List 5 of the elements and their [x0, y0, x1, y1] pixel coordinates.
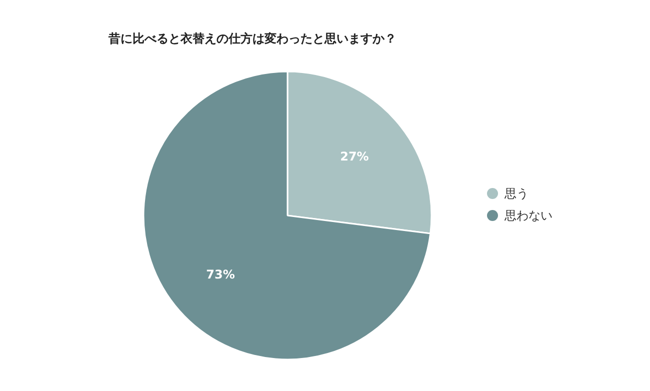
data-label: 27%: [340, 149, 369, 164]
legend-label: 思う: [504, 186, 528, 200]
data-label: 73%: [206, 268, 235, 282]
chart-title: 昔に比べると衣替えの仕方は変わったと思いますか？: [108, 32, 396, 46]
legend-label: 思わない: [504, 208, 552, 222]
